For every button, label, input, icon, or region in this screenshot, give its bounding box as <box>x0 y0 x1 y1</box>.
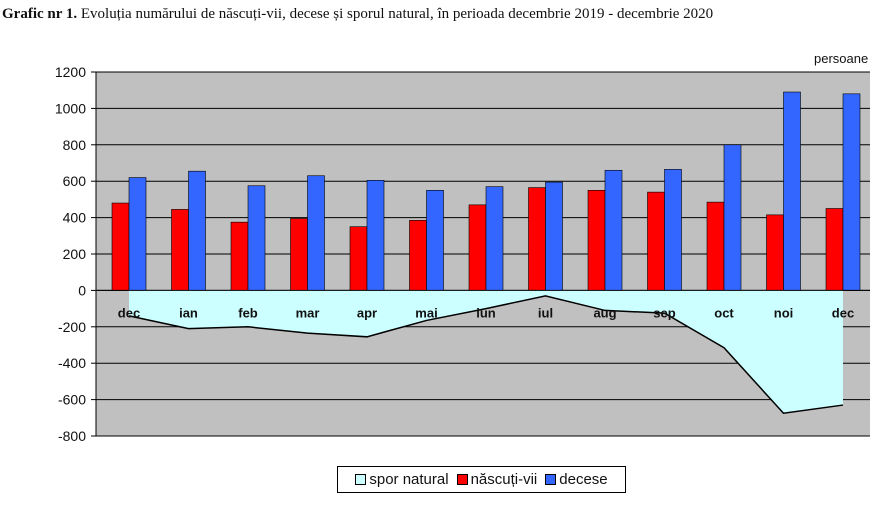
y-tick-label: -800 <box>58 428 86 444</box>
bar-deaths <box>545 181 563 291</box>
y-tick-label: -200 <box>58 319 86 335</box>
legend-swatch-births <box>456 474 468 485</box>
legend-swatch-natural <box>355 474 367 485</box>
bar-births <box>766 214 784 291</box>
legend-label-natural: spor natural <box>369 471 449 488</box>
bar-deaths <box>485 186 504 291</box>
y-tick-label: -600 <box>58 392 86 408</box>
unit-label: persoane <box>814 51 869 66</box>
bar-deaths <box>366 179 385 291</box>
bar-births <box>468 204 487 291</box>
bar-births <box>349 226 368 291</box>
bar-births <box>230 221 249 291</box>
bar-deaths <box>247 185 266 291</box>
x-tick-label: mar <box>296 305 320 320</box>
bar-deaths <box>604 169 623 291</box>
y-tick-label: 800 <box>63 137 87 153</box>
x-tick-label: iul <box>538 305 553 320</box>
y-tick-label: -400 <box>58 355 86 371</box>
bar-deaths <box>723 144 742 291</box>
x-tick-label: iun <box>476 305 496 320</box>
bar-births <box>647 191 665 291</box>
legend-swatch-deaths <box>545 474 557 485</box>
y-tick-label: 600 <box>63 173 87 189</box>
bar-deaths <box>842 93 861 291</box>
y-tick-label: 400 <box>63 210 87 226</box>
bar-births <box>528 187 546 291</box>
x-tick-label: mai <box>415 305 437 320</box>
x-tick-label: dec <box>118 305 140 320</box>
y-tick-label: 1200 <box>55 64 86 80</box>
legend-label-births: născuți-vii <box>470 471 538 488</box>
bar-births <box>825 208 844 291</box>
x-tick-label: apr <box>357 305 377 320</box>
legend: spor natural născuți-vii decese <box>337 466 626 493</box>
x-tick-label: noi <box>774 305 794 320</box>
bar-deaths <box>783 91 801 291</box>
x-tick-label: dec <box>832 305 854 320</box>
legend-label-deaths: decese <box>559 471 608 488</box>
legend-item-deaths: decese <box>545 471 608 488</box>
chart-title: Grafic nr 1. Evoluția numărului de născu… <box>2 6 870 23</box>
chart-title-number: Grafic nr 1. <box>2 6 78 22</box>
bar-births <box>587 190 606 291</box>
bar-births <box>290 218 308 291</box>
x-tick-label: aug <box>593 305 616 320</box>
x-tick-label: oct <box>714 305 734 320</box>
bar-deaths <box>426 190 444 291</box>
x-tick-label: feb <box>238 305 258 320</box>
bar-births <box>706 201 725 291</box>
bar-deaths <box>664 169 682 291</box>
legend-item-natural: spor natural <box>355 471 449 488</box>
y-tick-label: 200 <box>63 246 87 262</box>
area-natural <box>129 290 843 414</box>
y-tick-label: 0 <box>78 282 86 298</box>
chart-title-text: Evoluția numărului de născuți-vii, deces… <box>77 6 714 22</box>
x-tick-label: ian <box>179 305 198 320</box>
bar-deaths <box>188 170 206 291</box>
y-tick-label: 1000 <box>55 100 86 116</box>
bar-deaths <box>307 175 325 291</box>
legend-item-births: născuți-vii <box>456 471 538 488</box>
x-tick-label: sep <box>653 305 675 320</box>
bar-deaths <box>128 177 147 291</box>
bar-births <box>171 209 189 291</box>
bar-births <box>409 220 427 291</box>
bar-births <box>111 202 130 291</box>
line-natural <box>128 295 844 415</box>
